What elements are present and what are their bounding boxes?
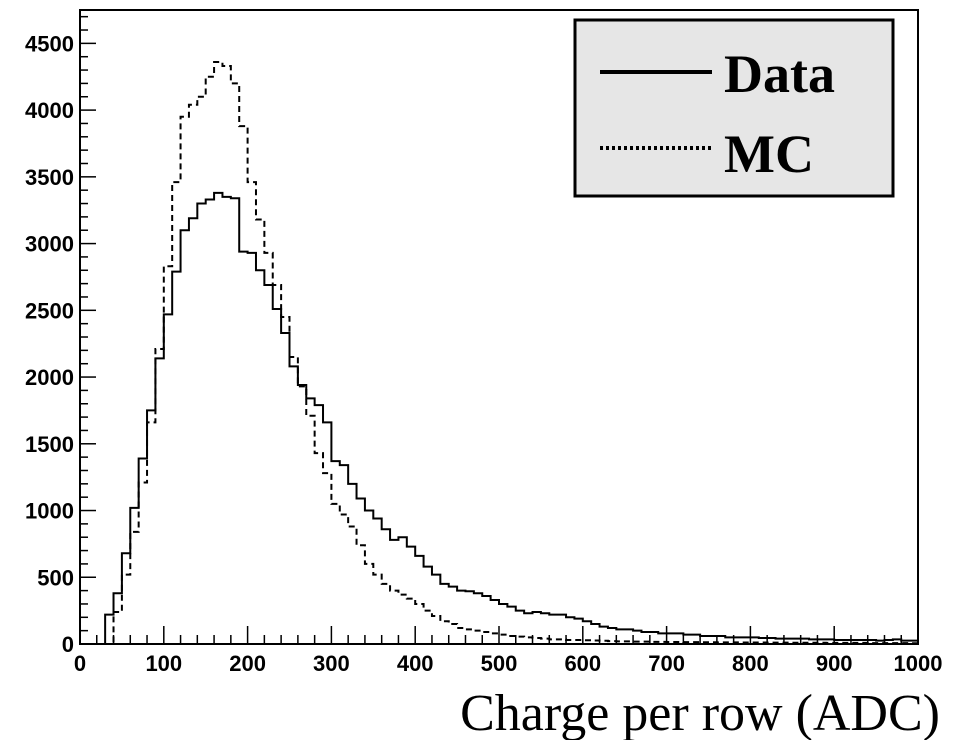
x-axis: 0 100 200 300 400 500 600 700 800 900 1000 <box>74 626 943 676</box>
x-tick-label: 800 <box>732 651 769 676</box>
y-tick-label: 500 <box>37 565 74 590</box>
series-layer <box>104 61 918 645</box>
y-tick-label: 2000 <box>25 365 74 390</box>
series-data-line <box>104 191 918 644</box>
x-tick-label: 700 <box>648 651 685 676</box>
x-axis-title: Charge per row (ADC) <box>460 685 940 740</box>
x-tick-label: 200 <box>229 651 266 676</box>
y-tick-label: 1500 <box>25 432 74 457</box>
series-mc-line <box>105 61 918 645</box>
y-tick-label: 3000 <box>25 232 74 257</box>
legend-data-label: Data <box>724 44 835 104</box>
y-axis: 0 500 1000 1500 2000 2500 3000 3500 4000 4500 <box>25 15 96 657</box>
y-tick-label: 4000 <box>25 98 74 123</box>
legend-box <box>573 18 895 198</box>
x-tick-label: 1000 <box>894 651 943 676</box>
x-tick-label: 0 <box>74 651 86 676</box>
y-tick-label: 0 <box>62 632 74 657</box>
y-tick-label: 2500 <box>25 298 74 323</box>
legend-mc-label: MC <box>724 124 814 184</box>
x-tick-label: 300 <box>313 651 350 676</box>
x-tick-label: 400 <box>397 651 434 676</box>
y-tick-label: 3500 <box>25 165 74 190</box>
legend: Data MC <box>573 18 895 198</box>
x-tick-label: 100 <box>145 651 182 676</box>
y-tick-label: 1000 <box>25 499 74 524</box>
x-tick-label: 500 <box>481 651 518 676</box>
x-tick-label: 600 <box>564 651 601 676</box>
x-tick-label: 900 <box>816 651 853 676</box>
y-tick-label: 4500 <box>25 31 74 56</box>
